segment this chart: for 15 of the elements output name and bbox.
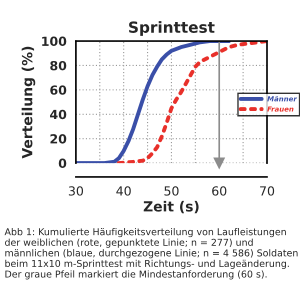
caption: Abb 1: Kumulierte Häufigkeitsverteilung von Laufleistungen der weiblichen (rote, gepunktete Linie; n = 277) und männlichen (blaue, durchgezogene Linie; n = 4 586) Soldaten beim 11x10 m-Sprinttest mit Richtungs- und Lageänderung. Der graue Pfeil markiert die Mindestanforderung (60 s). bbox=[4, 228, 298, 280]
x-tick-label: 40 bbox=[116, 186, 131, 196]
y-tick-label: 0 bbox=[58, 158, 66, 168]
y-axis-title: Verteilung (%) bbox=[22, 46, 36, 159]
x-tick-label: 30 bbox=[68, 186, 84, 196]
x-tick-label: 50 bbox=[164, 186, 179, 196]
chart-title: Sprinttest bbox=[129, 21, 215, 36]
x-tick-label: 70 bbox=[260, 186, 274, 196]
y-tick-label: 20 bbox=[50, 134, 66, 144]
x-tick-label: 60 bbox=[212, 186, 226, 196]
x-axis-title: Zeit (s) bbox=[144, 200, 199, 214]
y-tick-label: 100 bbox=[42, 36, 66, 46]
y-tick-label: 40 bbox=[50, 110, 66, 120]
y-tick-label: 60 bbox=[50, 85, 66, 95]
y-tick-label: 80 bbox=[50, 60, 66, 70]
